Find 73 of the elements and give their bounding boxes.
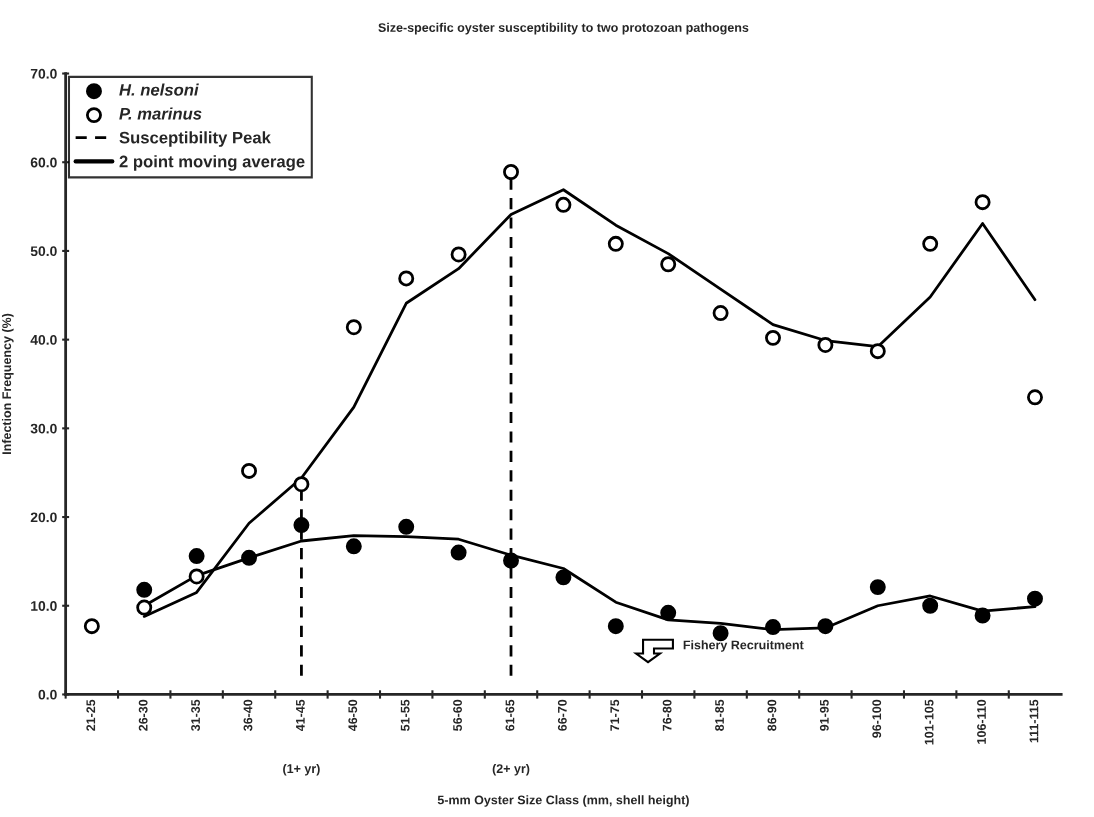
x-tick-label: 66-70 [557, 699, 567, 731]
x-axis-title: 5-mm Oyster Size Class (mm, shell height) [437, 795, 689, 807]
point [450, 544, 467, 561]
legend-label: H. nelsoni [119, 83, 199, 96]
point [1027, 389, 1043, 406]
point [1027, 590, 1043, 607]
point [660, 256, 677, 273]
y-tick-label: 40.0 [30, 334, 57, 345]
x-tick-label: 76-80 [662, 699, 672, 731]
x-tick-label: 71-75 [610, 699, 620, 731]
y-axis-title: Infection Frequency (%) [1, 313, 14, 454]
point [83, 618, 100, 635]
point [345, 319, 362, 336]
x-tick-label: 41-45 [296, 699, 305, 732]
x-tick-label: 26-30 [138, 699, 148, 731]
x-tick-label: 36-40 [243, 699, 253, 731]
point [345, 538, 362, 555]
x-tick-label: 51-55 [400, 699, 410, 731]
point [869, 579, 886, 596]
x-tick-label: 106-110 [977, 699, 986, 744]
chart-title: Size-specific oyster susceptibility to two protozoan pathogens [378, 22, 749, 35]
point [136, 581, 153, 598]
legend-label: 2 point moving average [119, 155, 305, 171]
point [293, 476, 310, 493]
x-tick-label: 31-35 [191, 699, 201, 731]
point [503, 552, 519, 569]
point [241, 462, 258, 479]
x-tick-label: 21-25 [86, 699, 96, 731]
y-tick-label: 0.0 [38, 689, 57, 700]
point [922, 235, 939, 252]
x-tick-label: 111-115 [1029, 699, 1039, 743]
point [712, 305, 729, 322]
point [817, 618, 834, 635]
x-tick-label: 86-90 [767, 699, 777, 731]
point [398, 518, 415, 535]
point [136, 599, 153, 616]
point [555, 569, 572, 586]
point [293, 517, 310, 534]
y-tick-label: 50.0 [30, 246, 57, 257]
point [555, 196, 572, 213]
point [765, 619, 781, 636]
point [450, 246, 467, 263]
legend-label: P. marinus [119, 107, 202, 120]
point [922, 597, 939, 614]
text: (2+ yr) [492, 763, 530, 776]
point [974, 194, 991, 211]
point [188, 568, 205, 585]
x-tick-label: 101-105 [924, 699, 934, 745]
point [869, 343, 886, 360]
y-tick-label: 10.0 [31, 601, 57, 611]
point [188, 548, 205, 565]
y-tick-label: 70.0 [30, 68, 57, 79]
x-tick-label: 61-65 [505, 699, 515, 731]
point [241, 549, 258, 566]
point [765, 329, 781, 346]
x-tick-label: 46-50 [348, 699, 358, 732]
point [398, 270, 415, 287]
legend-label: Susceptibility Peak [119, 131, 271, 147]
x-tick-label: 81-85 [715, 699, 724, 731]
point [974, 607, 991, 624]
annotation: Fishery Recruitment [683, 640, 804, 652]
point [607, 235, 624, 252]
x-tick-label: 91-95 [819, 699, 829, 731]
text: (1+ yr) [283, 763, 320, 776]
y-tick-label: 20.0 [30, 512, 57, 523]
y-tick-label: 60.0 [30, 157, 57, 168]
point [660, 604, 677, 621]
point [607, 618, 624, 635]
x-tick-label: 56-60 [453, 699, 462, 731]
point [503, 164, 519, 180]
point [817, 336, 834, 353]
y-tick-label: 30.0 [30, 423, 57, 434]
x-tick-label: 96-100 [872, 699, 882, 738]
